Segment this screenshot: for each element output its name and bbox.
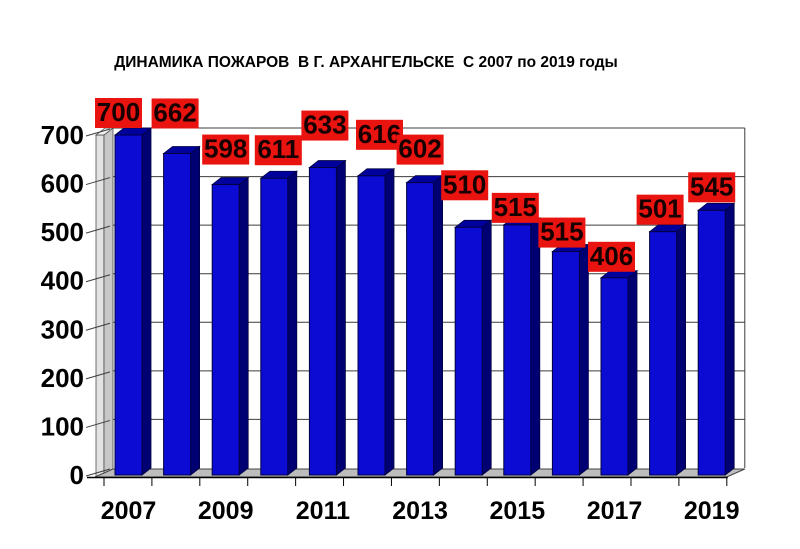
value-label-box-2007 [95, 98, 142, 129]
y-tick-300 [85, 322, 111, 331]
value-label-2017: 406 [590, 241, 633, 271]
value-label-box-2017 [588, 241, 635, 272]
value-label-2019: 545 [690, 171, 733, 201]
bar-side-2015 [530, 217, 541, 476]
x-tick-label-2013: 2013 [392, 497, 448, 525]
x-tick-label-2015: 2015 [489, 497, 545, 525]
value-label-box-2016 [538, 217, 586, 248]
y-tick-400 [85, 274, 111, 283]
bar-2015 [503, 224, 532, 476]
x-tick-label-2009: 2009 [198, 497, 254, 525]
value-label-box-2009 [202, 134, 250, 165]
y-tick-label-500: 500 [41, 217, 84, 247]
value-label-2015: 515 [494, 192, 537, 222]
value-label-2016: 515 [540, 217, 583, 247]
bar-2018 [649, 231, 678, 476]
chart-title: ДИНАМИКА ПОЖАРОВ В Г. АРХАНГЕЛЬСКЕ С 200… [114, 54, 618, 71]
value-label-box-2018 [636, 194, 684, 225]
value-label-box-2014 [441, 170, 489, 201]
bar-2010 [260, 177, 289, 476]
y-tick-label-200: 200 [41, 363, 84, 393]
bar-side-2016 [579, 243, 589, 476]
value-label-2014: 510 [443, 169, 486, 199]
value-label-box-2019 [688, 172, 736, 203]
value-label-2008: 662 [153, 97, 196, 127]
y-tick-600 [85, 177, 111, 186]
bar-side-2008 [190, 145, 201, 476]
left-wall-side [103, 127, 114, 478]
bar-side-2019 [724, 202, 735, 476]
y-tick-700 [85, 128, 111, 137]
bar-side-2018 [676, 223, 686, 476]
y-tick-0 [85, 468, 111, 477]
value-label-box-2012 [356, 119, 403, 150]
y-tick-label-700: 700 [41, 120, 84, 150]
value-label-2010: 611 [257, 134, 299, 164]
left-wall-front [95, 134, 105, 478]
y-tick-200 [85, 371, 111, 380]
bar-2016 [551, 251, 580, 476]
bar-2009 [211, 184, 240, 476]
bar-2011 [308, 167, 337, 476]
bar-2014 [454, 226, 483, 476]
value-label-2007: 700 [97, 97, 140, 127]
x-tick-label-2007: 2007 [101, 497, 157, 525]
value-label-2009: 598 [204, 134, 247, 164]
x-tick-label-2019: 2019 [684, 497, 740, 525]
bar-2008 [163, 152, 192, 476]
value-label-2013: 602 [398, 134, 441, 164]
y-tick-label-0: 0 [70, 460, 84, 490]
bar-side-2010 [287, 170, 298, 476]
value-label-2012: 616 [358, 119, 401, 149]
bar-side-2007 [141, 127, 152, 476]
bar-2019 [697, 209, 726, 476]
bar-side-2014 [481, 219, 492, 476]
value-label-2011: 633 [303, 110, 346, 140]
y-tick-label-300: 300 [41, 314, 84, 344]
value-label-box-2011 [301, 110, 349, 141]
y-tick-100 [85, 419, 111, 428]
bar-side-2017 [627, 269, 638, 476]
value-label-box-2015 [491, 192, 539, 223]
bar-2017 [600, 277, 629, 476]
y-tick-500 [85, 225, 111, 234]
x-tick-label-2011: 2011 [296, 497, 350, 525]
value-label-2018: 501 [638, 194, 681, 224]
bar-2007 [114, 134, 143, 476]
y-tick-label-600: 600 [41, 169, 84, 199]
value-label-box-2008 [151, 98, 199, 129]
bar-2012 [357, 175, 386, 476]
x-tick-label-2017: 2017 [587, 497, 643, 525]
bar-side-2012 [384, 167, 395, 476]
y-tick-label-400: 400 [41, 266, 84, 296]
value-label-box-2013 [396, 134, 444, 165]
value-label-box-2010 [254, 135, 302, 166]
y-tick-label-100: 100 [41, 411, 84, 441]
bar-side-2009 [238, 176, 249, 476]
bar-side-2013 [433, 174, 444, 476]
bar-side-2011 [335, 159, 346, 476]
bar-2013 [406, 182, 435, 476]
